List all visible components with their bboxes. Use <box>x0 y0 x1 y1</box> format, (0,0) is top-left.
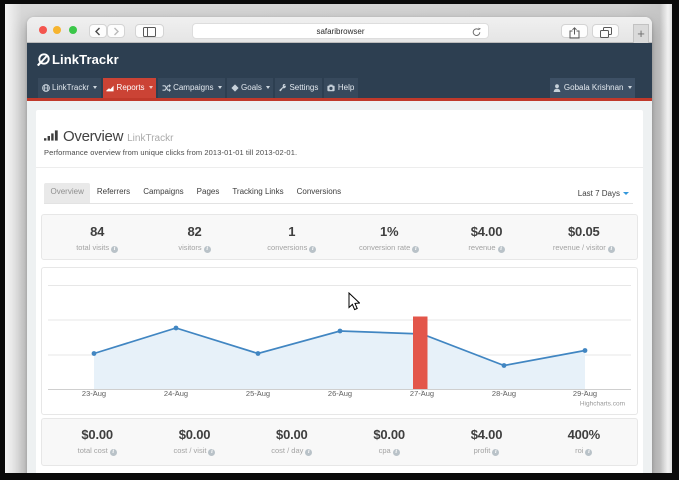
svg-text:26-Aug: 26-Aug <box>328 389 352 398</box>
svg-text:23-Aug: 23-Aug <box>82 389 106 398</box>
svg-text:24-Aug: 24-Aug <box>164 389 188 398</box>
svg-text:27-Aug: 27-Aug <box>410 389 434 398</box>
svg-text:28-Aug: 28-Aug <box>492 389 516 398</box>
svg-text:Highcharts.com: Highcharts.com <box>580 400 625 407</box>
svg-text:25-Aug: 25-Aug <box>246 389 270 398</box>
svg-text:29-Aug: 29-Aug <box>573 389 597 398</box>
